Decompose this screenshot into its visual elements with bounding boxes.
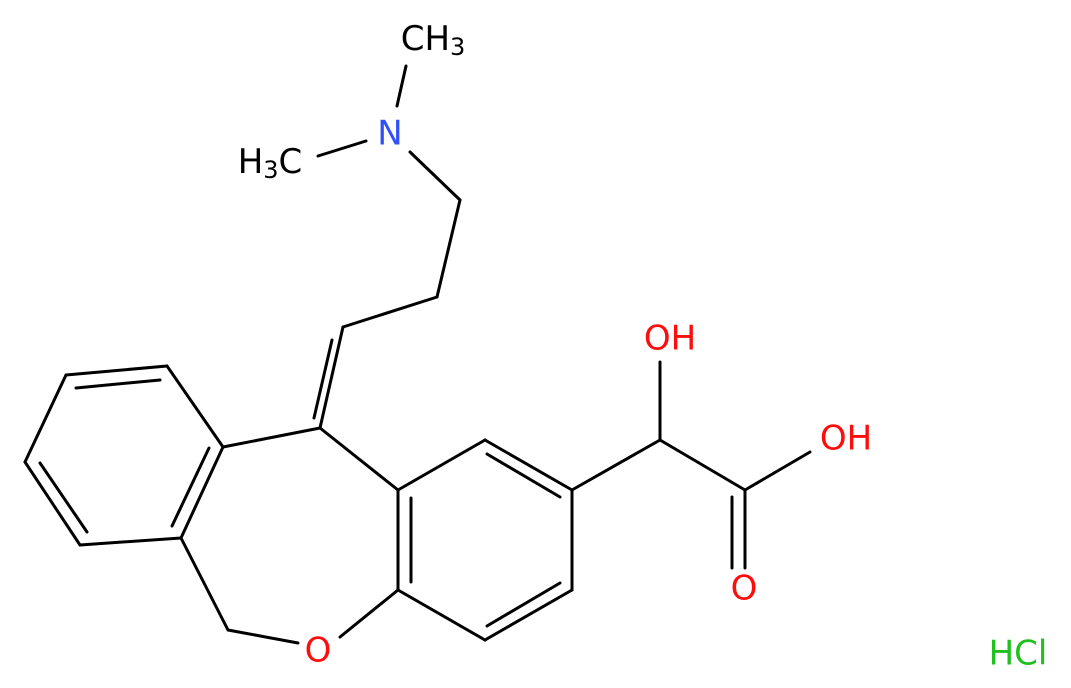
bond: [743, 450, 812, 492]
atom-label: CH3: [401, 19, 466, 62]
label-subscript: 3: [450, 33, 465, 61]
bond: [316, 139, 368, 158]
label-subscript: 3: [263, 156, 278, 184]
bond: [396, 588, 487, 642]
bond: [23, 373, 68, 464]
bond: [312, 338, 334, 420]
bond: [38, 461, 89, 534]
bond: [226, 628, 300, 645]
bond: [78, 536, 183, 547]
bonds: [23, 64, 812, 645]
bond: [485, 452, 562, 499]
label-text: CH: [401, 19, 450, 59]
bond: [408, 150, 462, 202]
salt-label: HCl: [989, 634, 1048, 674]
atom-label: OH: [644, 319, 696, 359]
bond: [318, 426, 400, 492]
atom-label: OH: [820, 419, 872, 459]
bond: [483, 588, 574, 642]
bond: [570, 438, 662, 492]
label-text: C: [279, 142, 303, 182]
atom-label: N: [377, 114, 402, 154]
bond: [658, 438, 747, 492]
bond: [170, 446, 211, 528]
bond: [165, 364, 225, 449]
atom-label: O: [731, 569, 758, 609]
atom-label: H3C: [238, 142, 303, 185]
bond: [485, 581, 562, 628]
atom-label: O: [305, 631, 332, 671]
bond: [341, 295, 439, 329]
atom-labels: CH3 H3C N OH OH O O HCl: [238, 19, 1048, 674]
bond: [221, 426, 322, 449]
bond: [338, 588, 400, 639]
bond: [64, 364, 169, 377]
bond: [395, 64, 408, 108]
bond: [435, 198, 462, 299]
label-text: H: [238, 142, 264, 182]
bond: [396, 438, 487, 492]
bond: [23, 460, 82, 547]
bond: [318, 325, 345, 430]
bond: [179, 445, 225, 540]
bond: [74, 378, 162, 390]
bond: [483, 438, 574, 492]
bond: [179, 536, 230, 632]
